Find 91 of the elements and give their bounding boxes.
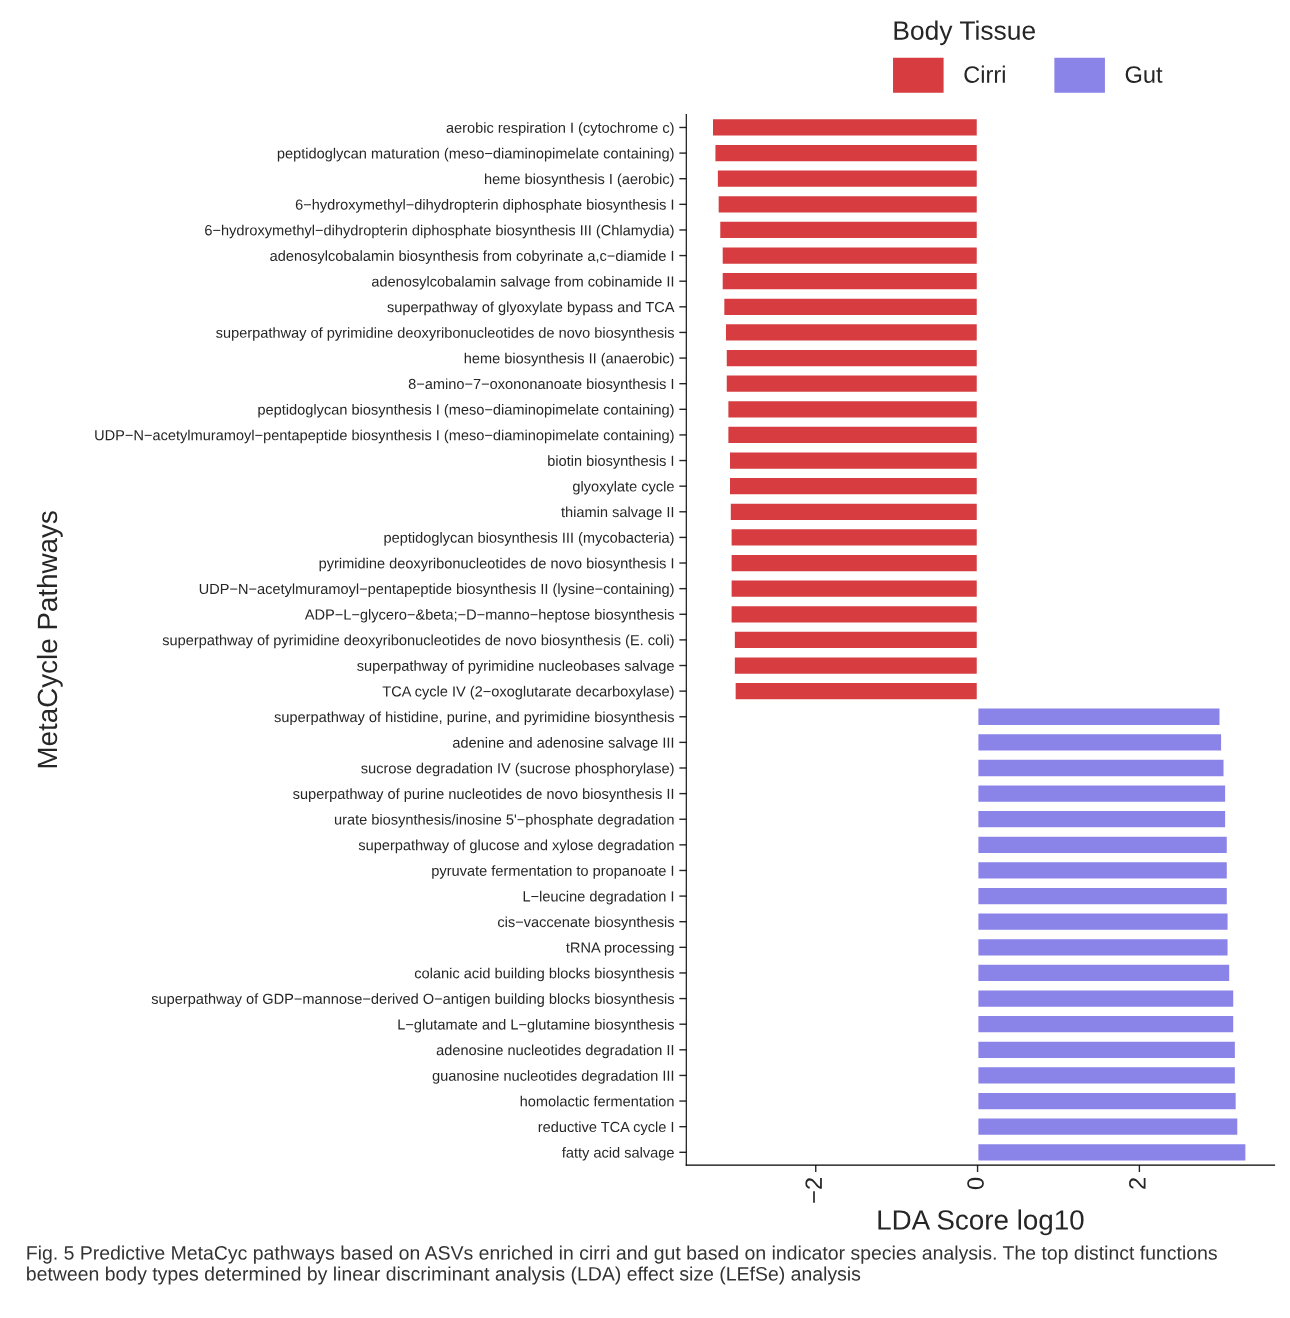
y-tick-label: superpathway of pyrimidine deoxyribonucleotides de novo biosynthesis (216, 327, 674, 341)
bar (976, 1040, 1237, 1060)
y-tick-label: colanic acid building blocks biosynthesis (414, 967, 674, 982)
y-tick-label: tRNA processing (566, 942, 674, 956)
y-tick-label: heme biosynthesis II (anaerobic) (464, 352, 674, 367)
bar (976, 809, 1227, 830)
bar (976, 1014, 1235, 1035)
legend-label: Cirri (964, 65, 1005, 83)
y-axis-title: MetaCycle Pathways (36, 511, 63, 768)
y-tick-label: adenosylcobalamin salvage from cobinamide II (371, 275, 674, 290)
bar (976, 835, 1229, 855)
caption: Fig. 5 Predictive MetaCyc pathways based on ASVs enriched in cirri and gut based on indicator species analysis. The top distinct functions between body types determined by linear discriminant analysis (LDA) effect size (LEfSe) analysis (27, 1245, 1217, 1285)
x-axis-title: LDA Score log10 (878, 1209, 1084, 1236)
bar (976, 886, 1229, 906)
y-tick-label: thiamin salvage II (561, 506, 674, 521)
bar (976, 1116, 1239, 1137)
y-tick-label: cis−vaccenate biosynthesis (497, 916, 674, 931)
y-tick-label: biotin biosynthesis I (548, 455, 674, 469)
bar (716, 168, 979, 189)
y-tick-label: adenosine nucleotides degradation II (436, 1044, 674, 1059)
bar (729, 501, 979, 522)
bar (976, 911, 1230, 932)
y-tick-label: 6−hydroxymethyl−dihydropterin diphosphate biosynthesis I (295, 199, 674, 213)
bar (722, 297, 979, 317)
bar (725, 373, 979, 394)
y-tick-label: superpathway of glucose and xylose degradation (358, 839, 674, 854)
bar (729, 604, 979, 625)
x-tick-label: 0 (967, 1177, 984, 1190)
bar (718, 220, 979, 240)
bar (976, 758, 1226, 778)
y-tick-label: superpathway of purine nucleotides de novo biosynthesis II (293, 788, 674, 802)
bar (976, 732, 1223, 753)
y-tick-label: peptidoglycan biosynthesis III (mycobacteria) (384, 532, 674, 546)
bar (976, 963, 1231, 983)
y-tick-label: ADP−L−glycero−&beta;−D−manno−heptose biosynthesis (304, 608, 674, 623)
bar (729, 527, 979, 548)
bar (976, 783, 1227, 804)
bar (713, 143, 979, 163)
bar (721, 271, 979, 292)
y-tick-label: pyrimidine deoxyribonucleotides de novo biosynthesis I (319, 557, 674, 572)
bar (733, 630, 979, 650)
bar (711, 117, 979, 138)
bar (726, 399, 979, 420)
y-tick-label: glyoxylate cycle (572, 480, 674, 495)
y-tick-label: adenine and adenosine salvage III (452, 737, 674, 751)
y-tick-label: superpathway of glyoxylate bypass and TCA (387, 301, 675, 316)
bar (725, 348, 979, 368)
y-tick-label: pyruvate fermentation to propanoate I (432, 865, 674, 879)
y-tick-label: 8−amino−7−oxononanoate biosynthesis I (408, 378, 674, 392)
bar (728, 476, 979, 496)
y-tick-label: heme biosynthesis I (aerobic) (485, 173, 674, 188)
y-tick-label: reductive TCA cycle I (538, 1121, 674, 1135)
legend-title: Body Tissue (894, 20, 1035, 46)
y-tick-label: 6−hydroxymethyl−dihydropterin diphosphate biosynthesis III (Chlamydia) (205, 224, 674, 239)
bar (976, 1142, 1248, 1163)
y-tick-label: UDP−N−acetylmuramoyl−pentapeptide biosynthesis II (lysine−containing) (199, 583, 674, 597)
bar (724, 322, 979, 343)
bar (721, 245, 979, 266)
bar (733, 681, 979, 701)
bar (729, 578, 979, 599)
y-tick-label: L−glutamate and L−glutamine biosynthesis (398, 1018, 674, 1033)
x-tick-label: −2 (805, 1178, 822, 1203)
y-tick-label: homolactic fermentation (520, 1095, 674, 1107)
y-tick-label: urate biosynthesis/inosine 5'−phosphate degradation (334, 813, 674, 828)
y-tick-label: TCA cycle IV (2−oxoglutarate decarboxylase) (382, 685, 674, 700)
bar (976, 860, 1229, 881)
y-tick-label: superpathway of pyrimidine nucleobases salvage (357, 660, 674, 674)
y-tick-label: UDP−N−acetylmuramoyl−pentapeptide biosynthesis I (meso−diaminopimelate containing) (95, 429, 674, 444)
y-tick-label: L−leucine degradation I (523, 890, 674, 905)
bar (976, 1091, 1238, 1111)
y-tick-label: peptidoglycan biosynthesis I (meso−diaminopimelate containing) (258, 404, 674, 418)
bar (728, 450, 979, 471)
bar (976, 937, 1230, 958)
y-tick-label: guanosine nucleotides degradation III (432, 1070, 674, 1084)
y-tick-label: aerobic respiration I (cytochrome c) (446, 122, 674, 136)
bar (733, 655, 979, 676)
bar (729, 553, 979, 573)
x-tick-label: 2 (1129, 1178, 1146, 1189)
y-tick-label: fatty acid salvage (562, 1147, 674, 1161)
y-tick-label: sucrose degradation IV (sucrose phosphorylase) (361, 762, 674, 777)
y-tick-label: superpathway of GDP−mannose−derived O−antigen building blocks biosynthesis (151, 993, 674, 1007)
bar (976, 706, 1222, 727)
y-tick-label: superpathway of pyrimidine deoxyribonucleotides de novo biosynthesis (E. coli) (162, 634, 674, 649)
bar (717, 194, 979, 215)
bar (976, 988, 1235, 1009)
legend-label: Gut (1125, 66, 1163, 83)
bar (726, 425, 979, 445)
bar (976, 1065, 1237, 1086)
y-tick-label: adenosylcobalamin biosynthesis from cobyrinate a,c−diamide I (270, 250, 674, 264)
y-tick-label: superpathway of histidine, purine, and pyrimidine biosynthesis (274, 711, 674, 726)
y-tick-label: peptidoglycan maturation (meso−diaminopimelate containing) (277, 147, 674, 162)
